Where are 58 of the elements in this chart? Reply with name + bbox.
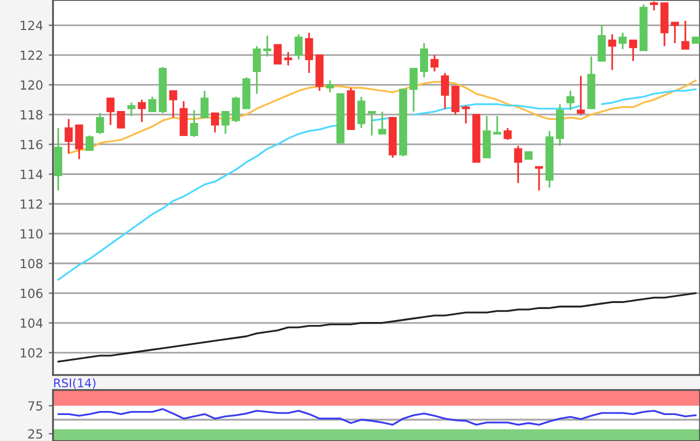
candlestick	[148, 96, 156, 112]
candlestick	[670, 21, 679, 44]
candlestick	[86, 134, 94, 152]
candlestick	[106, 97, 114, 126]
candlestick	[211, 112, 220, 134]
candlestick	[200, 90, 209, 118]
y-tick-label: 120	[20, 80, 42, 90]
candlestick	[681, 20, 690, 50]
candlestick	[576, 75, 585, 116]
candlestick	[326, 80, 334, 94]
y-tick-label: 122	[20, 50, 42, 60]
candlestick	[263, 34, 272, 58]
candlestick	[462, 104, 470, 124]
candlestick	[378, 110, 386, 135]
candlestick	[75, 124, 84, 160]
y-tick-label: 118	[20, 110, 42, 120]
candlestick	[294, 33, 303, 60]
y-tick-label: 124	[20, 20, 43, 30]
candlestick	[410, 68, 418, 112]
candlestick	[96, 112, 104, 135]
candlestick	[493, 115, 502, 135]
candlestick	[357, 96, 366, 129]
candlestick	[221, 110, 230, 135]
candlestick	[504, 127, 512, 141]
candlestick	[284, 51, 292, 66]
y-tick-label: 108	[20, 258, 42, 268]
candlestick	[535, 166, 544, 192]
candlestick	[169, 90, 178, 118]
candlestick	[116, 111, 125, 129]
candlestick	[608, 33, 616, 71]
candlestick	[629, 39, 638, 62]
candlestick	[618, 32, 627, 50]
line-series	[57, 292, 697, 363]
chart-title: RSI(14)	[54, 378, 96, 389]
y-tick-label: 106	[20, 288, 42, 298]
y-tick-label: 116	[20, 140, 42, 150]
candlestick	[232, 96, 240, 123]
y-tick-label: 25	[28, 429, 42, 439]
candlestick	[274, 44, 282, 65]
candlestick	[368, 110, 376, 136]
candlestick	[190, 109, 198, 138]
y-tick-label: 102	[20, 348, 42, 358]
y-tick-label: 104	[20, 318, 43, 328]
candlestick	[430, 54, 439, 72]
y-tick-label: 114	[20, 170, 43, 179]
candlestick	[64, 118, 73, 154]
y-tick-label: 110	[20, 229, 42, 239]
candlestick	[252, 45, 261, 95]
line-series	[57, 408, 697, 426]
candlestick	[566, 90, 574, 111]
y-tick-label: 112	[20, 199, 42, 209]
candlestick	[440, 72, 449, 110]
y-tick-label: 75	[28, 401, 42, 411]
candlestick	[420, 42, 428, 78]
candlestick	[138, 98, 146, 123]
candlestick	[514, 145, 522, 184]
candlestick	[127, 102, 136, 117]
candlestick	[305, 32, 314, 74]
